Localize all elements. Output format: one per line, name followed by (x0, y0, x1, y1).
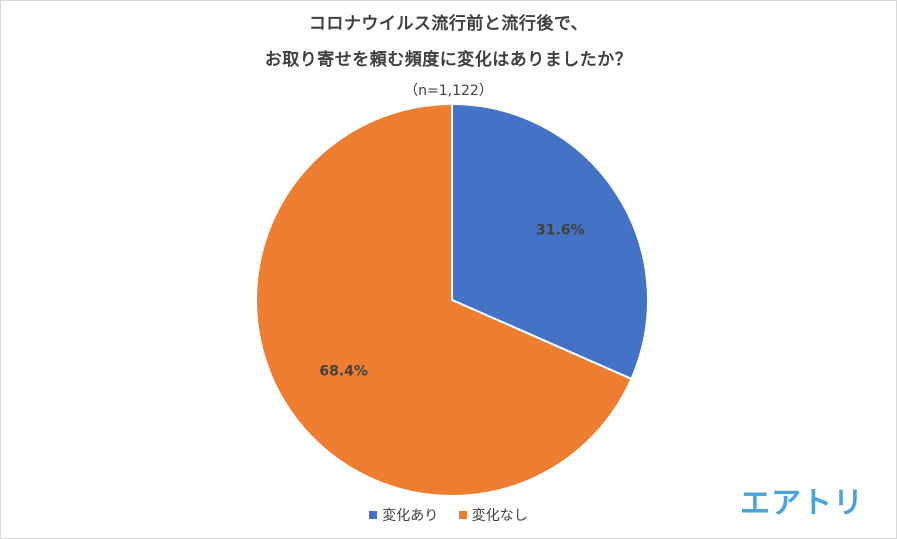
airtrip-logo: エアトリ (740, 486, 864, 521)
slice-label-change: 31.6% (536, 222, 585, 238)
slice-label-no-change: 68.4% (319, 364, 368, 380)
legend-swatch-orange (458, 511, 467, 519)
chart-title-line-2: お取り寄せを頼む頻度に変化はありましたか？ (264, 50, 633, 70)
legend-label: 変化あり (382, 508, 439, 524)
legend-swatch-blue (369, 511, 378, 519)
legend-item-change: 変化あり (369, 505, 438, 525)
chart-legend: 変化あり 変化なし (0, 505, 897, 525)
sample-size-subtitle: （n=1,122） (404, 83, 493, 99)
legend-label: 変化なし (471, 508, 528, 524)
legend-item-no-change: 変化なし (458, 505, 528, 525)
pie-slice-no-change (255, 102, 633, 497)
chart-title-line-1: コロナウイルス流行前と流行後で、 (308, 14, 589, 34)
pie-slice-change (451, 102, 649, 381)
